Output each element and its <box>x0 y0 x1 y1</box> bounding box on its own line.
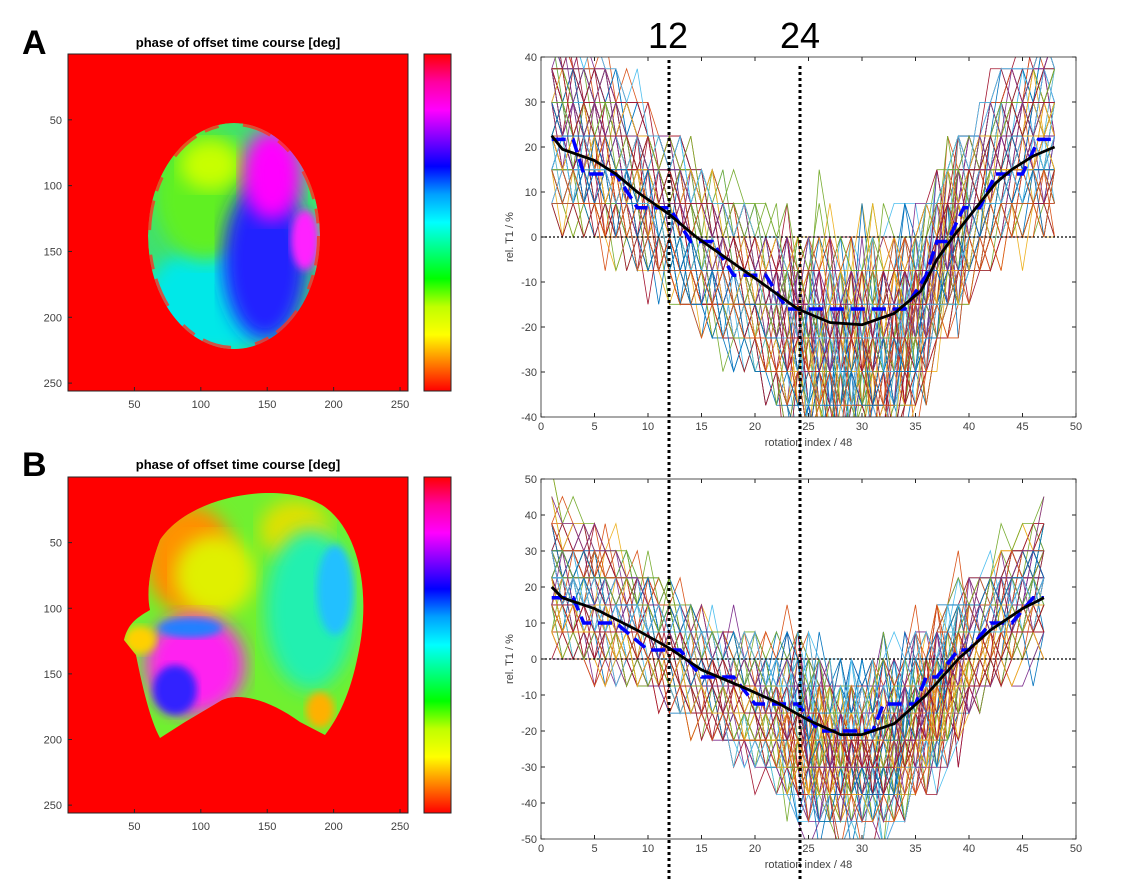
x-tick-label: 40 <box>963 421 975 433</box>
y-tick-label: 40 <box>525 510 537 522</box>
marker-label-24: 24 <box>780 15 820 56</box>
y-tick-label: -40 <box>521 798 537 810</box>
x-tick-label: 20 <box>749 421 761 433</box>
y-tick-label: 150 <box>44 246 62 258</box>
x-tick-label: 200 <box>324 821 342 833</box>
y-axis-label: rel. T1 / % <box>504 212 516 262</box>
voxel-trace <box>551 550 1045 796</box>
x-tick-label: 35 <box>909 421 921 433</box>
x-tick-label: 150 <box>258 399 276 411</box>
colorbar-b <box>423 476 452 814</box>
phase-map-a: phase of offset time course [deg] 50 50 10… <box>44 35 452 411</box>
y-tick-label: -20 <box>521 726 537 738</box>
y-tick-label: 100 <box>44 181 62 193</box>
voxel-trace <box>551 68 1055 306</box>
y-tick-label: 50 <box>50 538 62 550</box>
y-tick-label: 50 <box>525 474 537 486</box>
y-tick-label: 20 <box>525 142 537 154</box>
y-tick-label: -30 <box>521 367 537 379</box>
x-tick-label: 5 <box>591 421 597 433</box>
y-tick-label: 20 <box>525 582 537 594</box>
voxel-trace <box>551 102 1055 417</box>
voxel-trace <box>551 168 1055 417</box>
y-tick-label: 40 <box>525 52 537 64</box>
voxel-trace <box>551 102 1055 407</box>
x-tick-label: 200 <box>324 399 342 411</box>
x-tick-label: 15 <box>695 843 707 855</box>
y-tick-label: -10 <box>521 690 537 702</box>
x-tick-label: 100 <box>192 821 210 833</box>
x-tick-label: 50 <box>1070 421 1082 433</box>
y-tick-label: -40 <box>521 412 537 424</box>
x-tick-label: 45 <box>1016 843 1028 855</box>
x-tick-label: 0 <box>538 421 544 433</box>
y-tick-label: 50 <box>50 115 62 127</box>
y-tick-label: -50 <box>521 834 537 846</box>
y-tick-label: 100 <box>44 603 62 615</box>
colorbar-a <box>423 53 452 392</box>
y-tick-label: 0 <box>531 232 537 244</box>
x-tick-label: 25 <box>802 421 814 433</box>
x-tick-label: 150 <box>258 821 276 833</box>
y-tick-label: 150 <box>44 669 62 681</box>
median-step-line <box>551 596 1044 733</box>
y-tick-label: 30 <box>525 97 537 109</box>
fit-curve <box>550 134 1056 327</box>
x-axis-label: rotation index / 48 <box>765 859 852 871</box>
head-sagittal-b <box>124 492 364 738</box>
x-tick-label: 10 <box>642 843 654 855</box>
x-tick-label: 5 <box>591 843 597 855</box>
x-tick-label: 45 <box>1016 421 1028 433</box>
voxel-trace <box>551 603 1045 796</box>
phase-map-b: phase of offset time course [deg] 50 50 10… <box>44 457 452 833</box>
y-tick-label: 0 <box>531 654 537 666</box>
x-tick-label: 100 <box>192 399 210 411</box>
x-tick-label: 20 <box>749 843 761 855</box>
x-tick-label: 30 <box>856 843 868 855</box>
voxel-trace <box>551 68 1055 339</box>
y-tick-label: 200 <box>44 312 62 324</box>
fit-curve <box>550 586 1045 736</box>
x-tick-label: 15 <box>695 421 707 433</box>
x-tick-label: 35 <box>909 843 921 855</box>
y-tick-label: 10 <box>525 187 537 199</box>
x-tick-label: 40 <box>963 843 975 855</box>
y-tick-label: 250 <box>44 800 62 812</box>
relative-t1-chart-b: 0 5 10 15 20 25 30 35 40 45 50 50 40 30 20 10 0 -10 -20 -30… <box>504 474 1082 871</box>
relative-t1-chart-a: 0 5 10 15 20 25 30 35 40 45 50 40 30 20 10 0 -10 -20 -30 -4… <box>504 52 1082 449</box>
x-tick-label: 30 <box>856 421 868 433</box>
x-tick-label: 25 <box>802 843 814 855</box>
x-tick-label: 50 <box>128 399 140 411</box>
y-axis-label: rel. T1 / % <box>504 634 516 684</box>
x-tick-label: 10 <box>642 421 654 433</box>
x-tick-label: 250 <box>391 399 409 411</box>
panel-label-a: A <box>22 24 47 62</box>
y-tick-label: -20 <box>521 322 537 334</box>
y-tick-label: -30 <box>521 762 537 774</box>
voxel-trace <box>551 169 1055 417</box>
y-tick-label: 30 <box>525 546 537 558</box>
y-tick-label: 200 <box>44 735 62 747</box>
voxel-trace <box>551 68 1055 339</box>
image-title-b: phase of offset time course [deg] <box>136 457 340 472</box>
x-tick-label: 0 <box>538 843 544 855</box>
y-tick-label: 10 <box>525 618 537 630</box>
image-title-a: phase of offset time course [deg] <box>136 35 340 50</box>
x-axis-label: rotation index / 48 <box>765 437 852 449</box>
y-tick-label: -10 <box>521 277 537 289</box>
voxel-trace <box>579 57 1055 372</box>
head-axial-a <box>148 123 320 349</box>
x-tick-label: 50 <box>128 821 140 833</box>
x-tick-label: 250 <box>391 821 409 833</box>
panel-label-b: B <box>22 446 47 484</box>
x-tick-label: 50 <box>1070 843 1082 855</box>
y-tick-label: 250 <box>44 378 62 390</box>
marker-label-12: 12 <box>648 15 688 56</box>
